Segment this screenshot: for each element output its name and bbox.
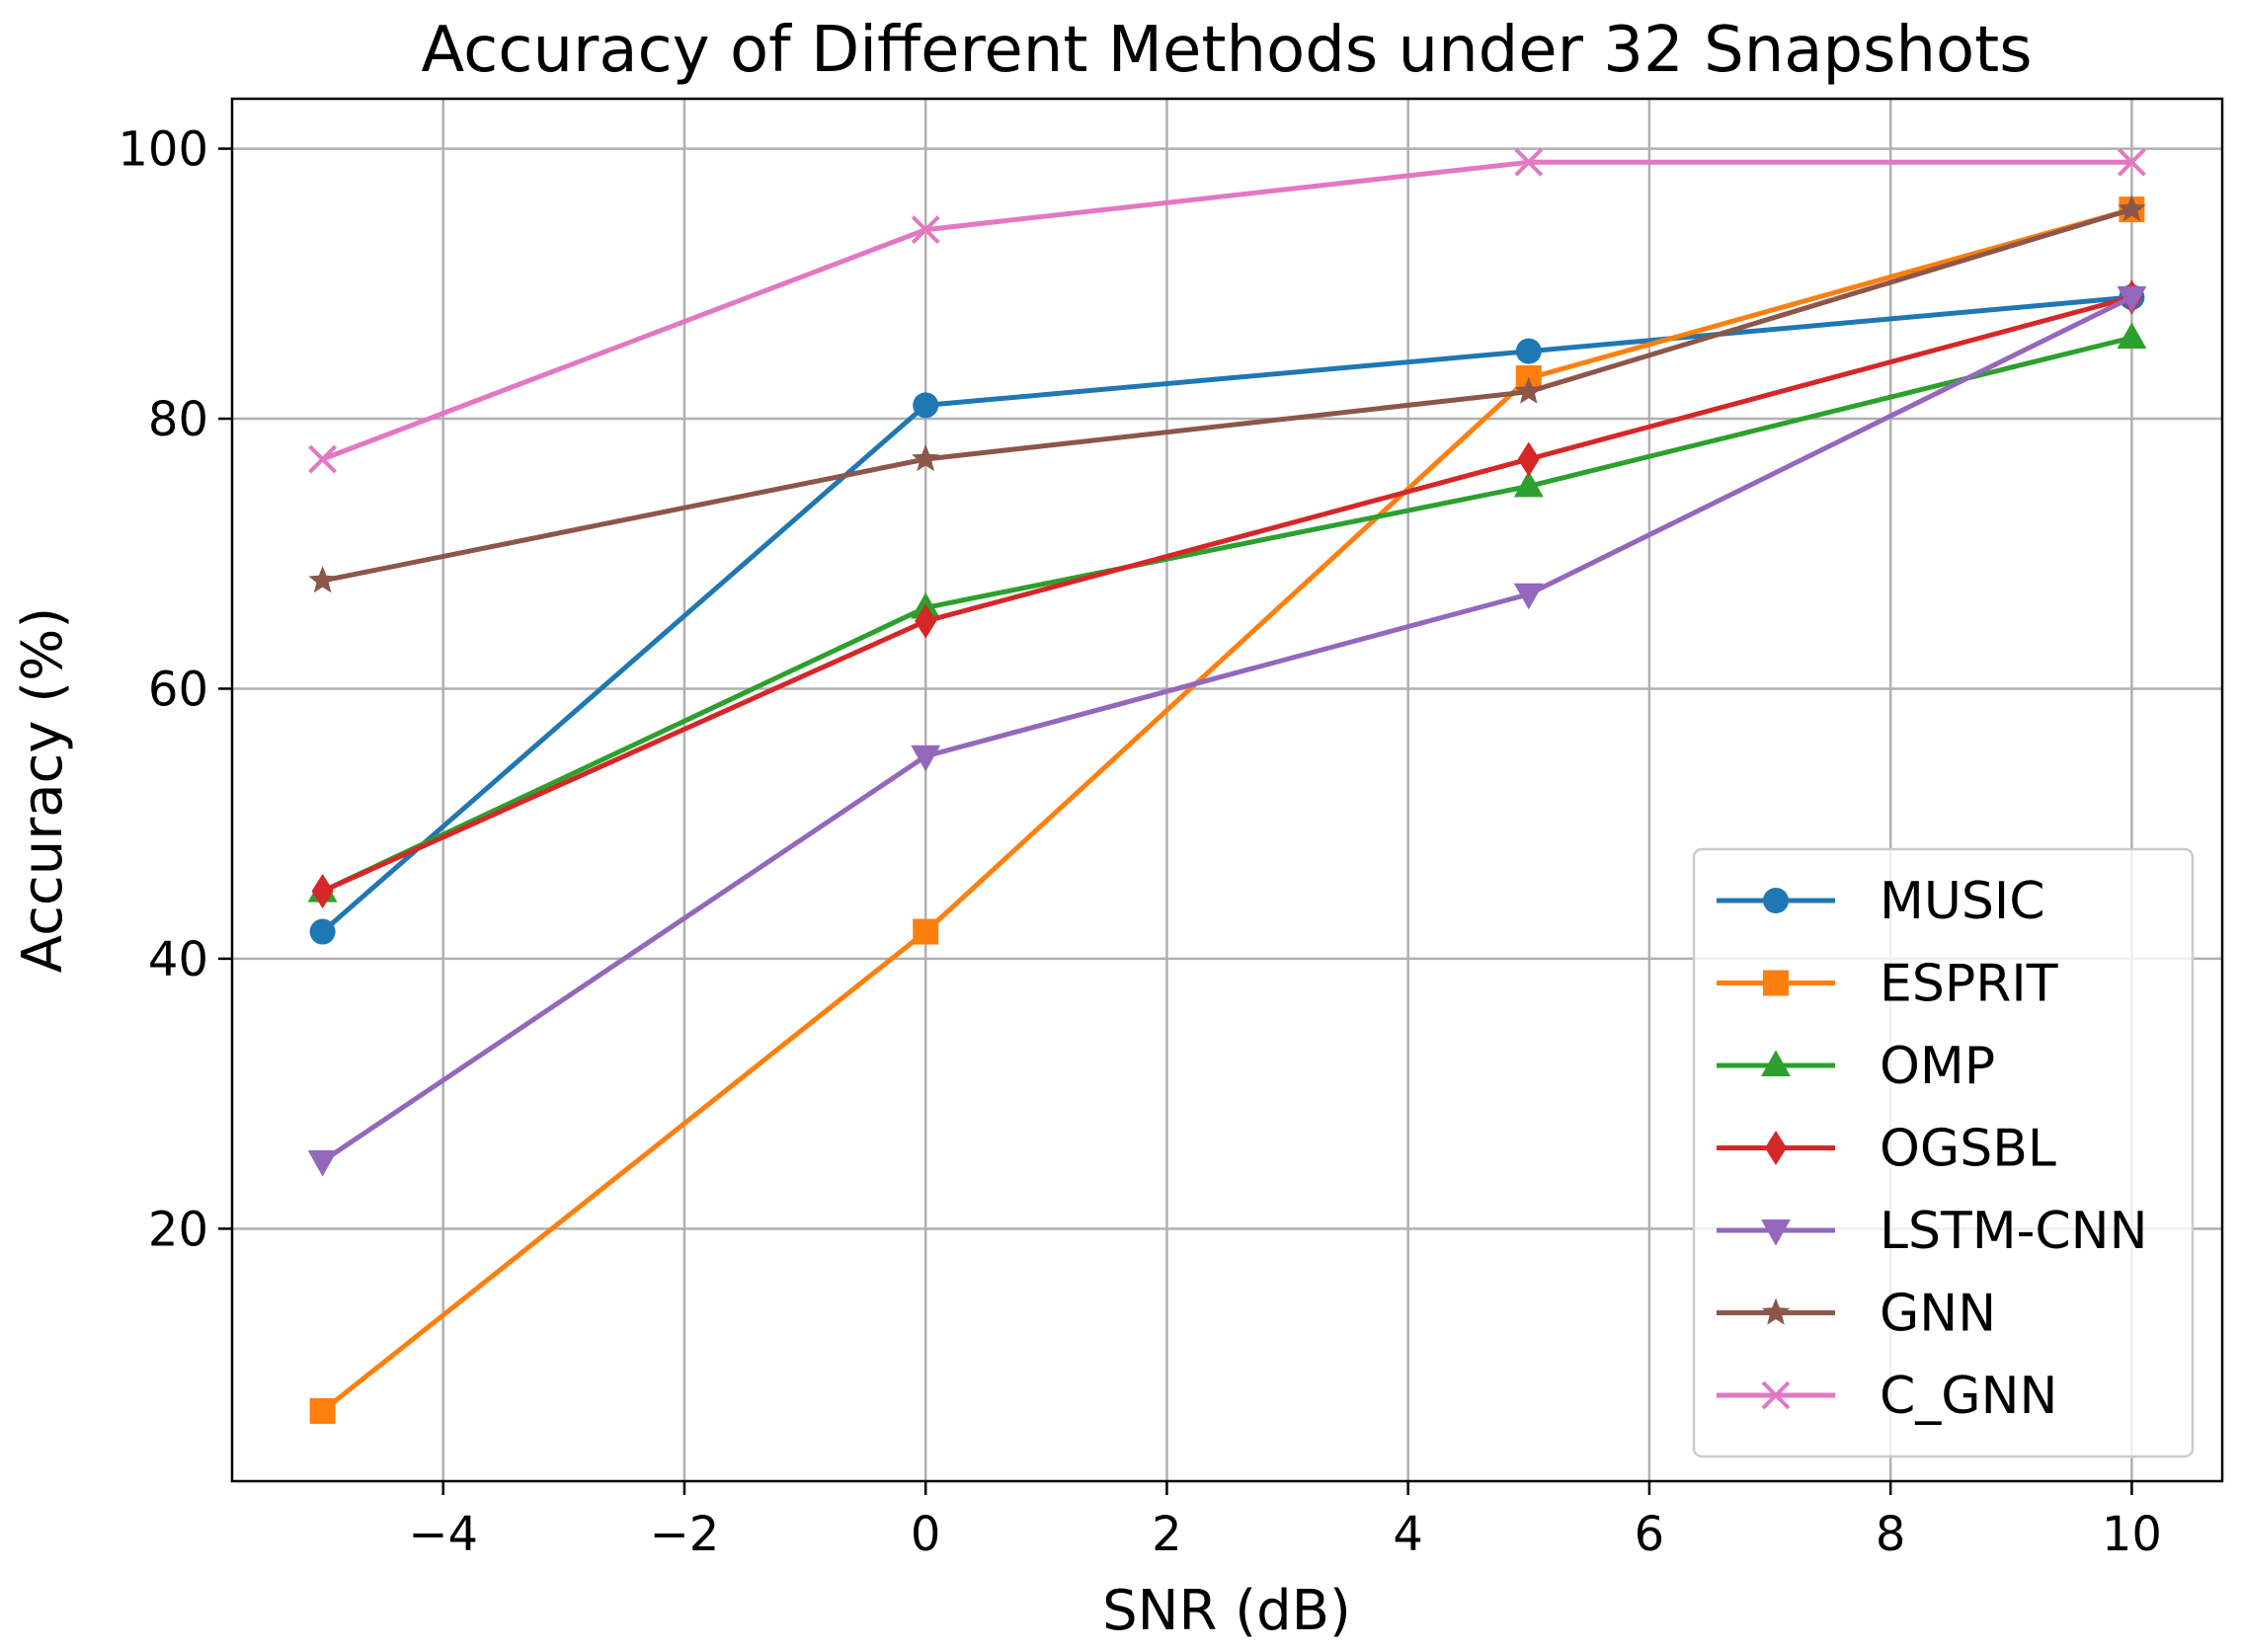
legend: MUSIC ESPRIT OMP OGSBL LSTM-CNN GNN C_GNN <box>1692 847 2195 1458</box>
legend-item-ogsbl: OGSBL <box>1717 1120 2056 1179</box>
legend-item-music: MUSIC <box>1717 872 2045 931</box>
series-line <box>320 294 2132 934</box>
legend-label: GNN <box>1880 1285 1996 1344</box>
data-point <box>311 873 334 909</box>
data-point <box>913 918 939 945</box>
data-point <box>1514 376 1543 404</box>
legend-item-c_gnn: C_GNN <box>1717 1367 2057 1426</box>
series-gnn <box>308 195 2146 593</box>
data-point <box>1513 583 1544 610</box>
chart-title: Accuracy of Different Methods under 32 S… <box>421 14 2032 87</box>
data-point <box>912 444 940 472</box>
data-point <box>1517 441 1540 477</box>
legend-marker <box>1761 1050 1791 1077</box>
series-layer <box>307 147 2147 1424</box>
x-tick-label: 2 <box>1152 1507 1182 1562</box>
legend-marker <box>1761 1380 1791 1410</box>
x-tick-label: 6 <box>1635 1507 1665 1562</box>
data-point <box>1515 338 1542 364</box>
series-omp <box>307 322 2147 903</box>
data-point <box>309 918 336 945</box>
marker-stroke <box>308 444 338 474</box>
x-tick-label: −2 <box>650 1507 720 1562</box>
legend-item-omp: OMP <box>1717 1037 1995 1096</box>
data-point <box>911 215 940 245</box>
legend-label: ESPRIT <box>1880 955 2058 1014</box>
legend-label: LSTM-CNN <box>1880 1202 2147 1261</box>
data-point <box>1513 470 1544 498</box>
data-point <box>2118 195 2146 222</box>
data-point <box>309 1397 336 1424</box>
series-ogsbl <box>311 279 2143 909</box>
series-lstm-cnn <box>307 285 2147 1177</box>
series-line <box>321 294 2133 894</box>
series-line <box>321 206 2133 1413</box>
series-c_gnn <box>308 147 2146 474</box>
series-music <box>309 283 2145 945</box>
legend-label: OGSBL <box>1880 1120 2056 1179</box>
legend-label: C_GNN <box>1880 1367 2057 1426</box>
x-tick-label: −4 <box>408 1507 478 1562</box>
legend-marker <box>1763 970 1789 996</box>
marker-stroke <box>2117 147 2146 177</box>
data-point <box>308 566 337 593</box>
data-point <box>2117 285 2147 313</box>
data-point <box>1514 147 1544 177</box>
y-tick-label: 40 <box>148 932 208 987</box>
series-line <box>321 335 2132 894</box>
y-tick-label: 60 <box>148 662 208 717</box>
legend-box <box>1692 847 2195 1458</box>
data-point <box>913 392 939 419</box>
series-line <box>321 294 2133 1164</box>
plot-frame <box>230 97 2224 1483</box>
legend-item-gnn: GNN <box>1717 1285 1996 1344</box>
data-point <box>2117 322 2147 350</box>
series-line <box>321 159 2132 462</box>
y-axis-label: Accuracy (%) <box>11 607 75 973</box>
legend-label: OMP <box>1880 1037 1995 1096</box>
x-tick-label: 4 <box>1393 1507 1423 1562</box>
y-tick-label: 100 <box>118 122 208 178</box>
x-axis-label: SNR (dB) <box>1102 1579 1351 1643</box>
marker-stroke <box>1761 1380 1791 1410</box>
legend-marker <box>1764 1130 1788 1166</box>
data-point <box>2117 147 2146 177</box>
data-point <box>308 444 338 474</box>
y-tick-label: 20 <box>148 1202 208 1257</box>
x-tick-label: 10 <box>2102 1507 2162 1562</box>
x-tick-label: 8 <box>1876 1507 1906 1562</box>
legend-item-esprit: ESPRIT <box>1717 955 2058 1014</box>
legend-marker <box>1761 1219 1791 1246</box>
marker-stroke <box>1514 147 1544 177</box>
tick-layer: −4 −2 0 2 4 6 8 10 20 40 60 80 100 <box>118 122 2162 1562</box>
legend-item-lstm-cnn: LSTM-CNN <box>1717 1202 2147 1261</box>
y-tick-label: 80 <box>148 392 208 447</box>
legend-marker <box>1761 1298 1791 1325</box>
series-line <box>322 206 2133 584</box>
x-tick-label: 0 <box>911 1507 941 1562</box>
data-point <box>911 745 941 772</box>
legend-label: MUSIC <box>1880 872 2045 931</box>
data-point <box>915 603 937 639</box>
data-point <box>307 1149 338 1177</box>
legend-marker <box>1763 888 1789 913</box>
marker-stroke <box>911 215 940 245</box>
